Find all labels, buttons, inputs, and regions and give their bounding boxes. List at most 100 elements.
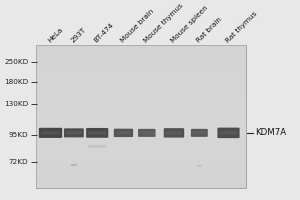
Bar xyxy=(36,84,246,86)
Bar xyxy=(36,129,246,131)
Bar xyxy=(36,99,246,100)
Bar xyxy=(36,106,246,108)
Bar xyxy=(36,152,246,154)
Bar xyxy=(36,109,246,111)
Bar xyxy=(36,88,246,90)
Bar xyxy=(36,63,246,65)
Bar xyxy=(36,175,246,177)
Bar xyxy=(36,51,246,52)
Text: HeLa: HeLa xyxy=(46,27,64,44)
FancyBboxPatch shape xyxy=(193,132,206,134)
Bar xyxy=(36,125,246,127)
FancyBboxPatch shape xyxy=(116,131,131,134)
Bar xyxy=(36,111,246,113)
Text: 250KD: 250KD xyxy=(4,59,28,65)
Bar xyxy=(36,147,246,149)
Text: 130KD: 130KD xyxy=(4,101,28,107)
Bar xyxy=(36,49,246,51)
Bar xyxy=(36,75,246,77)
Bar xyxy=(36,168,246,170)
Bar xyxy=(36,161,246,163)
Bar xyxy=(36,179,246,181)
Text: BT-474: BT-474 xyxy=(93,22,115,44)
Text: 180KD: 180KD xyxy=(4,79,28,85)
Bar xyxy=(36,145,246,147)
Bar xyxy=(36,165,246,166)
Bar xyxy=(36,156,246,157)
Bar xyxy=(36,134,246,136)
Text: 95KD: 95KD xyxy=(9,132,28,138)
FancyBboxPatch shape xyxy=(41,131,60,135)
Bar xyxy=(36,133,246,134)
Text: 293T: 293T xyxy=(70,27,87,44)
FancyBboxPatch shape xyxy=(164,128,184,138)
Bar xyxy=(36,59,246,61)
Bar xyxy=(36,52,246,54)
FancyBboxPatch shape xyxy=(140,132,154,134)
Bar xyxy=(36,118,246,120)
Text: Mouse spleen: Mouse spleen xyxy=(170,4,209,44)
FancyBboxPatch shape xyxy=(88,131,106,134)
Bar xyxy=(36,140,246,141)
Bar xyxy=(36,56,246,58)
Bar xyxy=(36,100,246,102)
FancyBboxPatch shape xyxy=(88,145,106,148)
Bar xyxy=(36,81,246,83)
Bar xyxy=(36,90,246,92)
Bar xyxy=(36,113,246,115)
Bar xyxy=(36,170,246,172)
FancyBboxPatch shape xyxy=(191,129,208,137)
Bar xyxy=(36,97,246,99)
Bar xyxy=(36,70,246,72)
FancyBboxPatch shape xyxy=(218,128,240,138)
FancyBboxPatch shape xyxy=(86,128,108,138)
Bar xyxy=(36,79,246,81)
Bar xyxy=(36,181,246,182)
Bar xyxy=(36,186,246,188)
Bar xyxy=(36,65,246,67)
Text: 72KD: 72KD xyxy=(9,159,28,165)
Text: Mouse thymus: Mouse thymus xyxy=(142,2,184,44)
FancyBboxPatch shape xyxy=(71,164,77,166)
FancyBboxPatch shape xyxy=(138,129,156,137)
Bar xyxy=(36,86,246,88)
FancyBboxPatch shape xyxy=(66,131,82,134)
Bar xyxy=(36,83,246,84)
Bar xyxy=(36,184,246,186)
Bar xyxy=(36,141,246,143)
Bar xyxy=(36,54,246,56)
Bar xyxy=(36,102,246,104)
Bar xyxy=(36,154,246,156)
Bar xyxy=(36,172,246,173)
Bar xyxy=(36,67,246,68)
Bar xyxy=(36,136,246,138)
Bar xyxy=(36,104,246,106)
Bar xyxy=(36,61,246,63)
Bar xyxy=(36,95,246,97)
Bar xyxy=(36,108,246,109)
Bar xyxy=(36,45,246,188)
Bar xyxy=(36,157,246,159)
Text: KDM7A: KDM7A xyxy=(255,128,286,137)
Bar xyxy=(36,115,246,116)
Bar xyxy=(36,74,246,75)
FancyBboxPatch shape xyxy=(39,128,62,138)
FancyBboxPatch shape xyxy=(197,165,202,167)
Bar xyxy=(36,182,246,184)
Bar xyxy=(36,47,246,49)
Text: Rat thymus: Rat thymus xyxy=(224,10,258,44)
Bar xyxy=(36,138,246,140)
Bar xyxy=(36,92,246,93)
Bar xyxy=(36,68,246,70)
Bar xyxy=(36,150,246,152)
Bar xyxy=(36,93,246,95)
FancyBboxPatch shape xyxy=(220,131,237,135)
Bar xyxy=(36,173,246,175)
Bar xyxy=(36,159,246,161)
Bar xyxy=(36,166,246,168)
Text: Rat brain: Rat brain xyxy=(195,16,223,44)
Bar xyxy=(36,177,246,179)
Bar xyxy=(36,120,246,122)
Bar xyxy=(36,124,246,125)
Text: Mouse brain: Mouse brain xyxy=(119,8,155,44)
